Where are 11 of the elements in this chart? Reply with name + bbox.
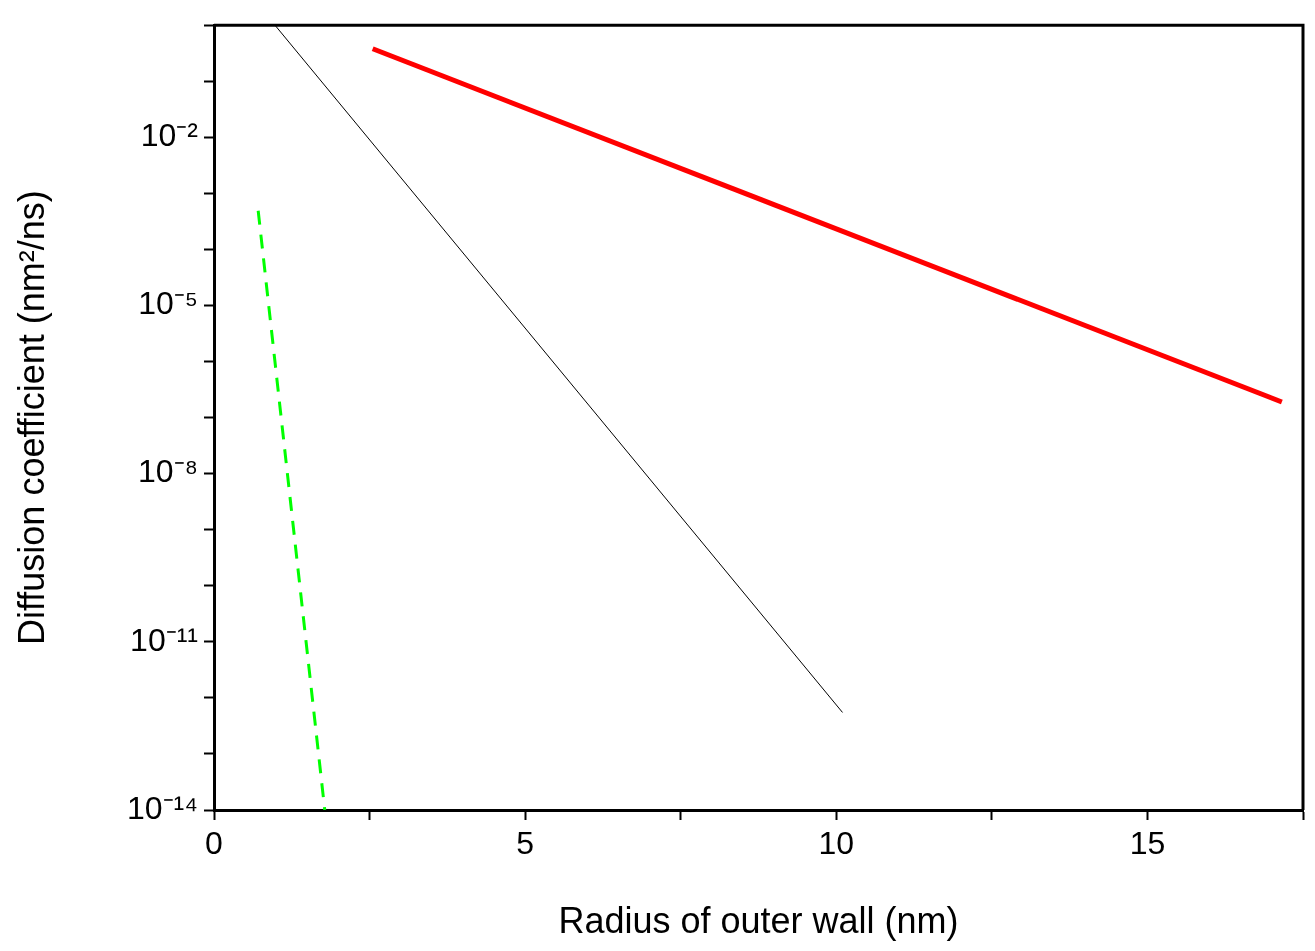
y-axis-title: Diffusion coefficient (nm²/ns) xyxy=(10,190,52,646)
x-tick-label: 15 xyxy=(1129,825,1166,862)
y-tick-label: 10⁻¹¹ xyxy=(130,621,198,658)
y-tick-label: 10⁻¹⁴ xyxy=(127,789,198,826)
x-tick-label: 0 xyxy=(205,825,223,862)
x-tick-label: 10 xyxy=(818,825,855,862)
x-axis-title: Radius of outer wall (nm) xyxy=(558,900,959,942)
x-tick-label: 5 xyxy=(516,825,535,862)
y-tick-label: 10⁻⁸ xyxy=(137,453,198,490)
y-tick-label: 10⁻² xyxy=(140,117,199,154)
y-tick-label: 10⁻⁵ xyxy=(138,285,198,322)
